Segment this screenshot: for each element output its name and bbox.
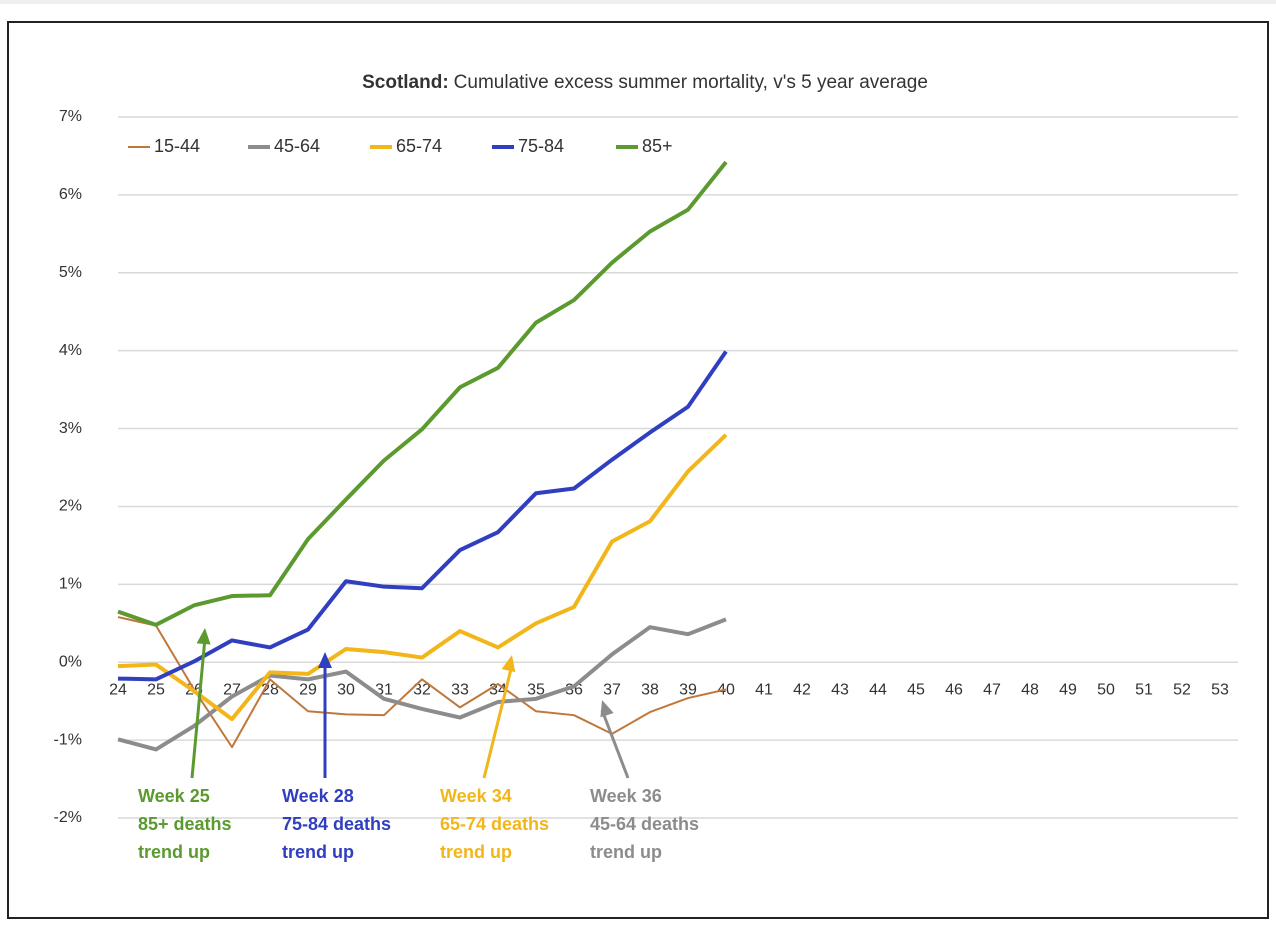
frame bbox=[7, 21, 1269, 919]
annotation-arrow bbox=[600, 709, 630, 779]
y-tick-label: 5% bbox=[59, 264, 82, 281]
annotation-arrow bbox=[482, 664, 514, 779]
y-tick-label: 7% bbox=[59, 108, 82, 125]
annotation-text: Week 36 bbox=[590, 786, 662, 806]
annotation-arrow bbox=[190, 637, 207, 779]
annotation-text: Week 34 bbox=[440, 786, 512, 806]
x-tick-label: 24 bbox=[109, 681, 127, 698]
title-bold: Scotland: bbox=[362, 72, 449, 93]
annotation-text: 85+ deaths bbox=[138, 814, 232, 834]
annotation-arrowhead bbox=[196, 628, 211, 645]
y-tick-label: 3% bbox=[59, 420, 82, 437]
x-tick-label: 35 bbox=[527, 681, 545, 698]
x-tick-label: 41 bbox=[755, 681, 773, 698]
x-tick-label: 45 bbox=[907, 681, 925, 698]
annotation-text: 45-64 deaths bbox=[590, 814, 699, 834]
y-tick-label: 4% bbox=[59, 342, 82, 359]
x-tick-label: 48 bbox=[1021, 681, 1039, 698]
x-tick-label: 46 bbox=[945, 681, 963, 698]
x-tick-label: 36 bbox=[565, 681, 583, 698]
x-tick-label: 38 bbox=[641, 681, 659, 698]
x-tick-label: 29 bbox=[299, 681, 317, 698]
annotation-text: trend up bbox=[440, 842, 512, 862]
x-tick-label: 49 bbox=[1059, 681, 1077, 698]
annotation-arrowhead bbox=[318, 652, 332, 668]
x-tick-label: 47 bbox=[983, 681, 1001, 698]
annotation-text: Week 25 bbox=[138, 786, 210, 806]
annotation-text: trend up bbox=[590, 842, 662, 862]
title-text: Cumulative excess summer mortality, v's … bbox=[454, 72, 928, 93]
legend-label: 45-64 bbox=[274, 136, 320, 156]
annotation-text: trend up bbox=[138, 842, 210, 862]
top-strip bbox=[0, 0, 1276, 4]
series-line bbox=[117, 160, 728, 627]
annotation-text: trend up bbox=[282, 842, 354, 862]
x-tick-label: 33 bbox=[451, 681, 469, 698]
y-tick-label: -2% bbox=[54, 809, 82, 826]
x-tick-label: 52 bbox=[1173, 681, 1191, 698]
x-tick-label: 39 bbox=[679, 681, 697, 698]
series-line bbox=[117, 350, 728, 682]
x-tick-label: 37 bbox=[603, 681, 621, 698]
legend-label: 15-44 bbox=[154, 136, 200, 156]
x-tick-label: 25 bbox=[147, 681, 165, 698]
x-tick-label: 43 bbox=[831, 681, 849, 698]
x-tick-label: 44 bbox=[869, 681, 887, 698]
series-line bbox=[117, 617, 727, 752]
chart-title: Scotland: Cumulative excess summer mortal… bbox=[362, 72, 928, 93]
annotation-arrowhead bbox=[501, 655, 516, 673]
y-tick-label: 6% bbox=[59, 186, 82, 203]
x-tick-label: 42 bbox=[793, 681, 811, 698]
annotation-arrowhead bbox=[600, 700, 614, 718]
y-tick-label: 0% bbox=[59, 653, 82, 670]
legend-label: 85+ bbox=[642, 136, 673, 156]
x-tick-label: 50 bbox=[1097, 681, 1115, 698]
legend-label: 75-84 bbox=[518, 136, 564, 156]
annotation-text: 75-84 deaths bbox=[282, 814, 391, 834]
y-tick-label: 1% bbox=[59, 576, 82, 593]
y-tick-label: 2% bbox=[59, 498, 82, 515]
series-line bbox=[117, 616, 727, 749]
x-tick-label: 53 bbox=[1211, 681, 1229, 698]
annotation-text: 65-74 deaths bbox=[440, 814, 549, 834]
series-line bbox=[117, 433, 728, 722]
legend-label: 65-74 bbox=[396, 136, 442, 156]
x-tick-label: 32 bbox=[413, 681, 431, 698]
x-tick-label: 30 bbox=[337, 681, 355, 698]
annotation-text: Week 28 bbox=[282, 786, 354, 806]
x-tick-label: 51 bbox=[1135, 681, 1153, 698]
y-tick-label: -1% bbox=[54, 731, 82, 748]
